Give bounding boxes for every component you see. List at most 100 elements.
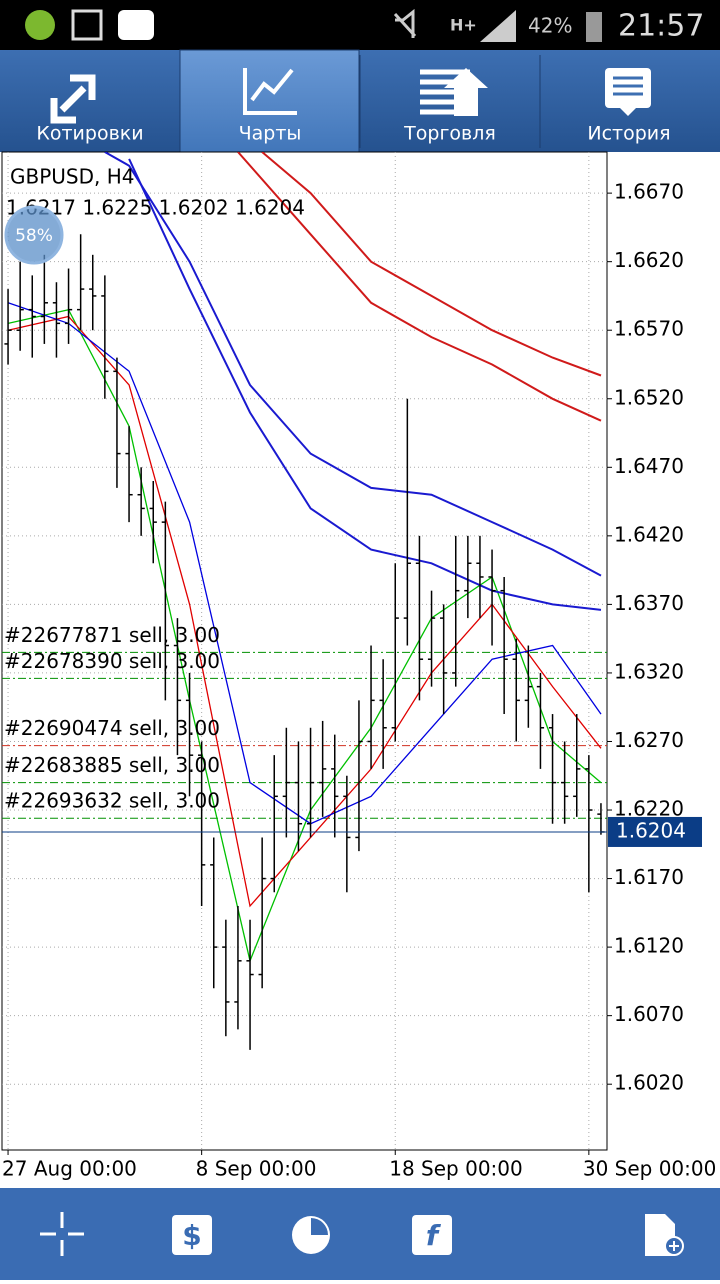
ohlc-bar bbox=[573, 714, 581, 817]
current-price-label: 1.6204 bbox=[616, 818, 686, 842]
ohlc-bar bbox=[476, 535, 484, 619]
ohlc-bar bbox=[355, 700, 363, 852]
ohlc-bar bbox=[137, 467, 145, 536]
tab[interactable]: История bbox=[587, 68, 671, 145]
plot bbox=[2, 152, 607, 1050]
moving-average bbox=[128, 158, 602, 611]
battery-percent: 42% bbox=[528, 14, 572, 38]
ohlc-bar bbox=[440, 604, 448, 715]
tab-label[interactable]: Чарты bbox=[239, 123, 302, 145]
status-icon bbox=[118, 10, 154, 40]
tab[interactable]: Котировки bbox=[36, 74, 144, 145]
order-label: #22677871 sell, 3.00 bbox=[4, 623, 220, 647]
tab[interactable]: Чарты bbox=[239, 68, 302, 145]
one-click-badge[interactable] bbox=[4, 205, 64, 265]
moving-average bbox=[237, 152, 602, 422]
ohlc-bar bbox=[306, 727, 315, 838]
network-type: H+ bbox=[450, 16, 477, 35]
ohlc-bar bbox=[391, 563, 399, 742]
tab[interactable]: Торговля bbox=[403, 68, 496, 145]
order-label: #22690474 sell, 3.00 bbox=[4, 716, 220, 740]
ohlc-bar bbox=[246, 919, 254, 1050]
tab-label[interactable]: История bbox=[587, 123, 670, 145]
current-price-box bbox=[608, 816, 702, 847]
x-tick-label: 27 Aug 00:00 bbox=[2, 1157, 137, 1181]
plot-frame bbox=[1, 151, 608, 1151]
svg-text:$: $ bbox=[182, 1219, 201, 1252]
badge-label[interactable]: 58% bbox=[15, 226, 53, 246]
ohlc-bar bbox=[52, 282, 61, 358]
tab-active[interactable] bbox=[179, 49, 360, 159]
indicators-button[interactable]: f bbox=[412, 1215, 452, 1255]
svg-text:f: f bbox=[426, 1219, 442, 1252]
order-label: #22683885 sell, 3.00 bbox=[4, 753, 220, 777]
signal-icon bbox=[480, 10, 516, 42]
ohlc-bar bbox=[367, 645, 375, 769]
status-icon bbox=[25, 10, 55, 40]
ohlc-bar bbox=[222, 919, 230, 1037]
tab-label[interactable]: Торговля bbox=[403, 123, 496, 145]
ohlc-bar bbox=[4, 289, 12, 365]
mute-icon bbox=[393, 8, 417, 38]
y-tick-label: 1.6220 bbox=[614, 797, 684, 821]
ohlc-bar bbox=[319, 720, 327, 817]
y-tick-label: 1.6120 bbox=[614, 934, 684, 958]
symbol-label: GBPUSD, H4 bbox=[10, 165, 135, 189]
tab-label[interactable]: Котировки bbox=[36, 123, 143, 145]
ohlc-bar bbox=[379, 659, 387, 769]
ohlc-bar bbox=[561, 741, 569, 824]
x-tick-label: 30 Sep 00:00 bbox=[583, 1157, 717, 1181]
ohlc-bar bbox=[294, 741, 303, 852]
bottom-toolbar bbox=[0, 1188, 720, 1280]
ohlc-bar bbox=[415, 535, 424, 701]
order-label: #22693632 sell, 3.00 bbox=[4, 789, 220, 813]
ohlc-bar bbox=[77, 234, 85, 331]
ohlc-bar bbox=[403, 398, 411, 646]
ohlc-bar bbox=[16, 261, 24, 351]
y-tick-label: 1.6270 bbox=[614, 728, 684, 752]
ohlc-bar bbox=[488, 549, 496, 646]
status-icon bbox=[71, 9, 103, 41]
crosshair-button[interactable] bbox=[40, 1212, 84, 1256]
x-tick-label: 8 Sep 00:00 bbox=[196, 1157, 317, 1181]
y-tick-label: 1.6470 bbox=[614, 454, 684, 478]
clock: 21:57 bbox=[618, 9, 704, 44]
ohlc-bar bbox=[210, 837, 218, 989]
ohlc-bar bbox=[28, 275, 36, 358]
moving-average bbox=[261, 152, 602, 377]
y-tick-label: 1.6070 bbox=[614, 1002, 684, 1026]
trade-button[interactable]: $ bbox=[172, 1215, 212, 1255]
ohlc-bar bbox=[464, 535, 472, 619]
ohlc-bar bbox=[234, 905, 242, 1030]
templates-button[interactable] bbox=[645, 1214, 684, 1256]
ohlc-bar bbox=[161, 501, 169, 701]
ohlc-bar bbox=[343, 775, 351, 893]
y-tick-label: 1.6620 bbox=[614, 248, 684, 272]
battery-icon bbox=[586, 12, 602, 42]
status-bar bbox=[0, 0, 720, 50]
ohlc-bar bbox=[452, 535, 460, 687]
ohlc-bar bbox=[89, 254, 97, 331]
ohlc-bar bbox=[427, 590, 436, 687]
y-tick-label: 1.6320 bbox=[614, 659, 684, 683]
y-tick-label: 1.6370 bbox=[614, 591, 684, 615]
ohlc-bar bbox=[173, 618, 182, 756]
period-button[interactable] bbox=[292, 1216, 330, 1254]
ohlc-bar bbox=[101, 275, 109, 399]
ohlc-bar bbox=[524, 645, 532, 728]
y-tick-label: 1.6570 bbox=[614, 317, 684, 341]
y-tick-label: 1.6170 bbox=[614, 865, 684, 889]
ohlc-bar bbox=[536, 672, 545, 769]
grid bbox=[2, 152, 607, 1150]
ohlc-bar bbox=[270, 755, 278, 893]
ohlc-bar bbox=[500, 576, 508, 715]
ohlc-bar bbox=[149, 481, 157, 564]
y-tick-label: 1.6670 bbox=[614, 180, 684, 204]
ohlc-bar bbox=[548, 714, 557, 824]
ohlc-bar bbox=[282, 727, 290, 838]
ohlc-bar bbox=[331, 734, 339, 838]
x-tick-label: 18 Sep 00:00 bbox=[389, 1157, 523, 1181]
chart-background bbox=[0, 152, 720, 1188]
